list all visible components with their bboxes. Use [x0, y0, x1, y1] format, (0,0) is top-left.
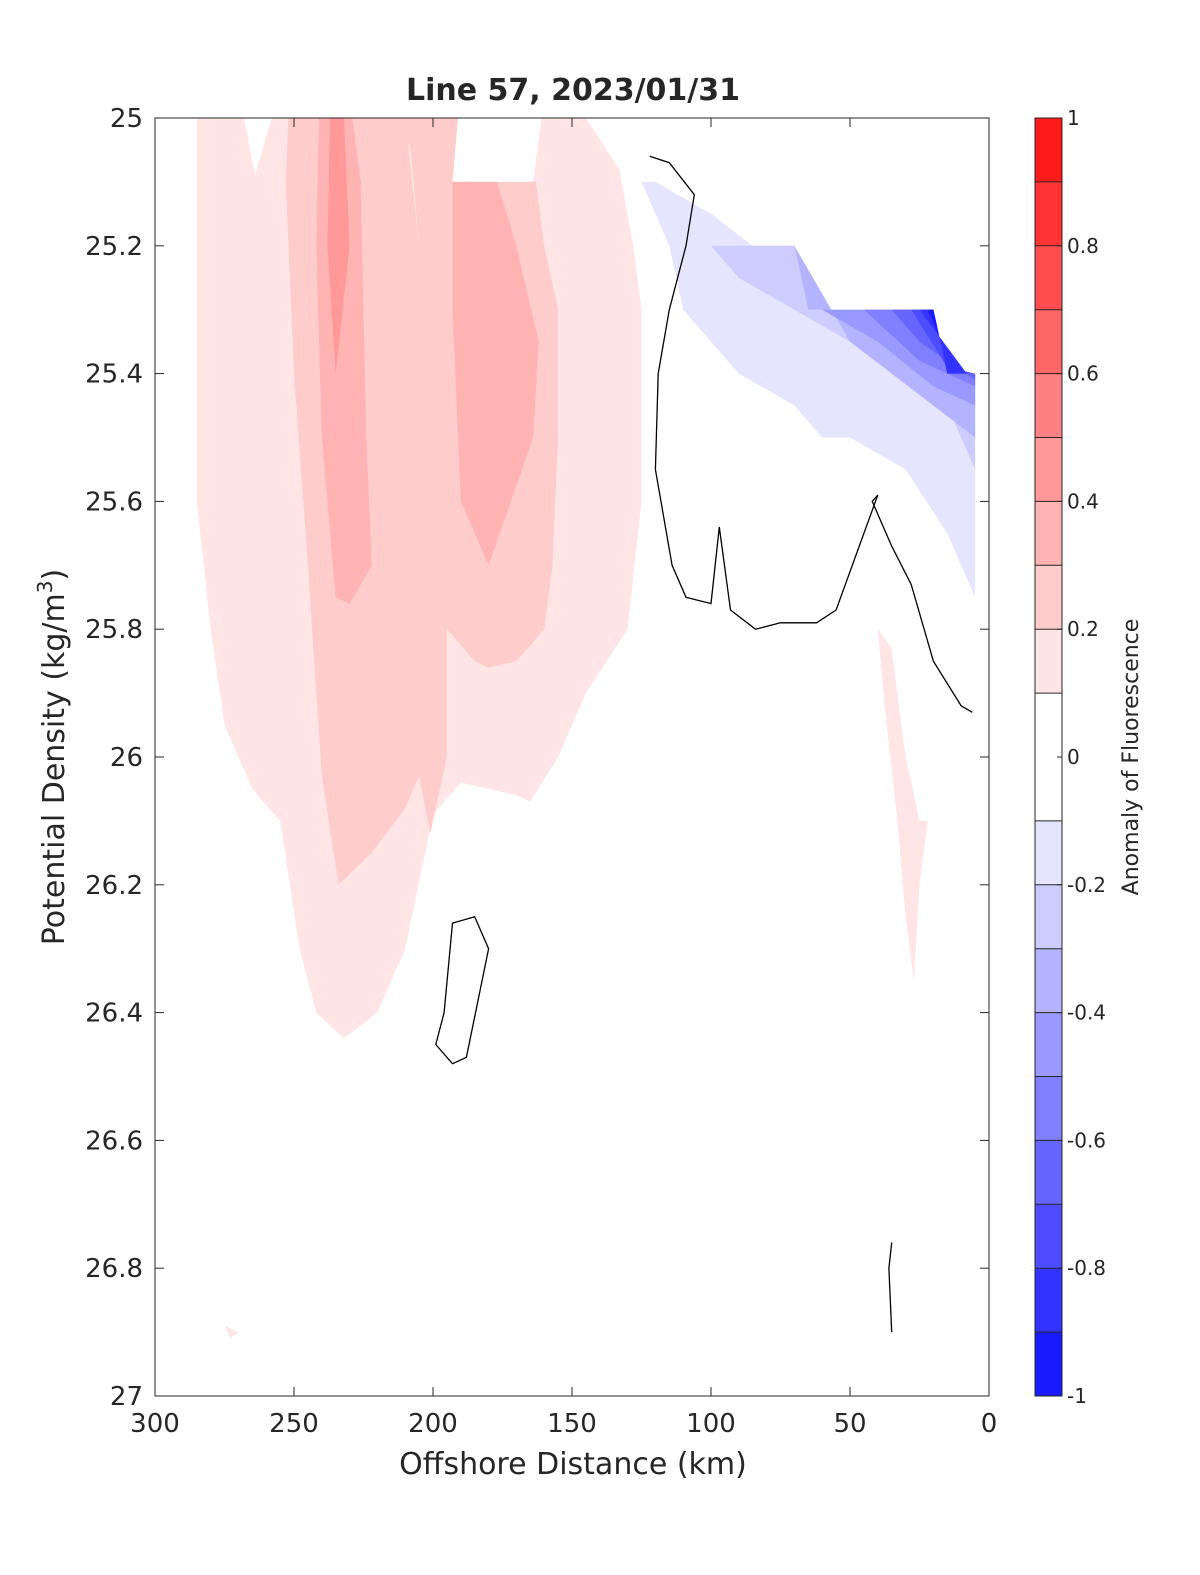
colorbar-band	[1035, 565, 1062, 630]
colorbar-tick-label: -0.8	[1067, 1256, 1106, 1280]
colorbar-band	[1035, 820, 1062, 885]
x-tick-label: 150	[547, 1409, 597, 1439]
colorbar-band	[1035, 884, 1062, 949]
y-tick-label: 26.6	[85, 1126, 143, 1156]
colorbar-band	[1035, 501, 1062, 566]
y-tick-label: 26.8	[85, 1254, 143, 1284]
x-tick-label: 0	[981, 1409, 998, 1439]
zero-contour-line	[649, 155, 973, 713]
x-tick-label: 100	[686, 1409, 736, 1439]
y-tick-label: 27	[110, 1382, 143, 1412]
colorbar-tick-label: 0	[1067, 745, 1080, 769]
colorbar-band	[1035, 948, 1062, 1013]
colorbar-tick-label: 0.6	[1067, 362, 1099, 386]
colorbar-band	[1035, 181, 1062, 246]
contour-fill-region	[441, 118, 542, 182]
x-axis: 300 250 200 150 100 50 0	[130, 118, 997, 1439]
colorbar-band	[1035, 1332, 1062, 1396]
colorbar-tick-label: 0.2	[1067, 617, 1099, 641]
zero-contour-line	[888, 1242, 893, 1333]
contour-fill-region	[919, 309, 967, 374]
y-axis-label: Potential Density (kg/m3)	[33, 569, 72, 945]
contour-fill-region	[641, 181, 976, 598]
contour-fill-region	[452, 181, 539, 566]
colorbar-band	[1035, 1204, 1062, 1269]
y-tick-label: 26	[110, 743, 143, 773]
y-tick-label: 26.4	[85, 999, 143, 1029]
y-tick-label: 25.8	[85, 615, 143, 645]
colorbar-band	[1035, 373, 1062, 438]
x-axis-label: Offshore Distance (km)	[399, 1447, 747, 1482]
colorbar-band	[1035, 629, 1062, 694]
colorbar-tick-label: 0.8	[1067, 234, 1099, 258]
colorbar-band	[1035, 437, 1062, 502]
contour-fill-region	[911, 309, 976, 374]
colorbar-tick-label: 0.4	[1067, 489, 1099, 513]
colorbar-band	[1035, 1076, 1062, 1141]
contour-fill-region	[863, 309, 976, 387]
colorbar-tick-label: -1	[1067, 1384, 1087, 1408]
x-tick-label: 50	[833, 1409, 866, 1439]
x-tick-label: 300	[130, 1409, 180, 1439]
plot-area	[196, 118, 976, 1339]
zero-contour-line	[435, 916, 490, 1065]
colorbar-band	[1035, 1140, 1062, 1205]
colorbar-band	[1035, 1012, 1062, 1077]
colorbar-band	[1035, 309, 1062, 374]
contour-fill-region	[224, 1325, 239, 1339]
colorbar: 1 0.8 0.6 0.4 0.2 0 -0.2 -0.4 -0.6 -0.8 -1	[1034, 106, 1106, 1408]
contour-fill-region	[877, 629, 928, 981]
y-tick-label: 25.4	[85, 360, 143, 390]
colorbar-band	[1035, 245, 1062, 310]
y-tick-label: 25.6	[85, 487, 143, 517]
x-tick-label: 200	[408, 1409, 458, 1439]
colorbar-band	[1035, 118, 1062, 182]
x-tick-label: 250	[269, 1409, 319, 1439]
y-tick-label: 25.2	[85, 232, 143, 262]
contour-fill-region	[927, 309, 939, 336]
y-tick-label: 26.2	[85, 871, 143, 901]
colorbar-band	[1035, 1268, 1062, 1333]
chart-title: Line 57, 2023/01/31	[406, 73, 740, 108]
y-tick-label: 25	[110, 104, 143, 134]
colorbar-tick-label: 1	[1067, 106, 1080, 130]
colorbar-tick-label: -0.4	[1067, 1001, 1106, 1025]
y-axis: 25 25.2 25.4 25.6 25.8 26 26.2 26.4 26.6 26.8 27	[85, 104, 989, 1412]
colorbar-tick-label: -0.2	[1067, 873, 1106, 897]
colorbar-tick-label: -0.6	[1067, 1128, 1106, 1152]
contour-fill-region	[327, 118, 350, 374]
colorbar-label: Anomaly of Fluorescence	[1119, 619, 1144, 896]
